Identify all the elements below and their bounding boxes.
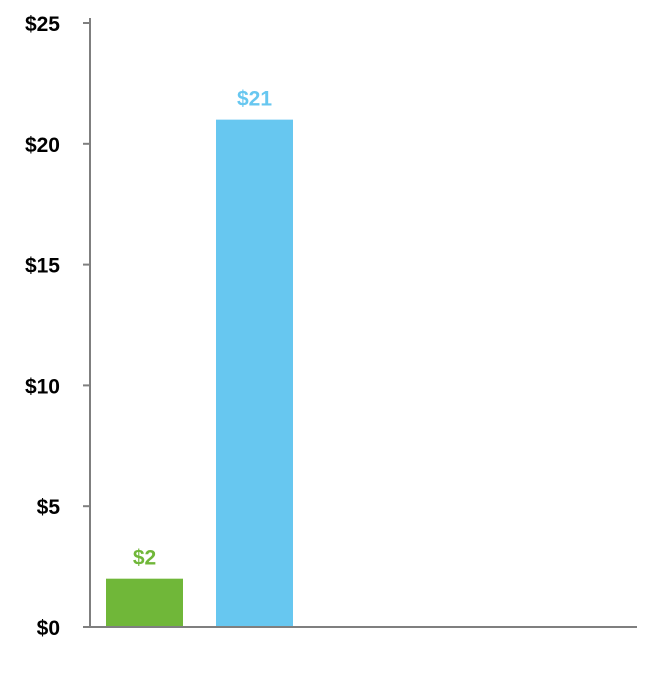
bar-labels-group: $2 $21: [133, 88, 273, 570]
y-tick-label: $25: [25, 13, 60, 36]
y-tick-label: $5: [37, 496, 61, 519]
bar: [106, 578, 183, 627]
bar-value-label: $2: [133, 547, 156, 570]
bar-value-label: $21: [237, 88, 272, 111]
y-tick-label: $20: [25, 134, 60, 157]
y-tick-label: $15: [25, 255, 60, 278]
y-axis-ticks: $0 $5 $10 $15 $20 $25: [25, 13, 90, 640]
y-tick-label: $0: [37, 617, 60, 640]
y-tick-label: $10: [25, 375, 60, 398]
bars-group: [106, 119, 293, 627]
bar: [216, 119, 293, 627]
